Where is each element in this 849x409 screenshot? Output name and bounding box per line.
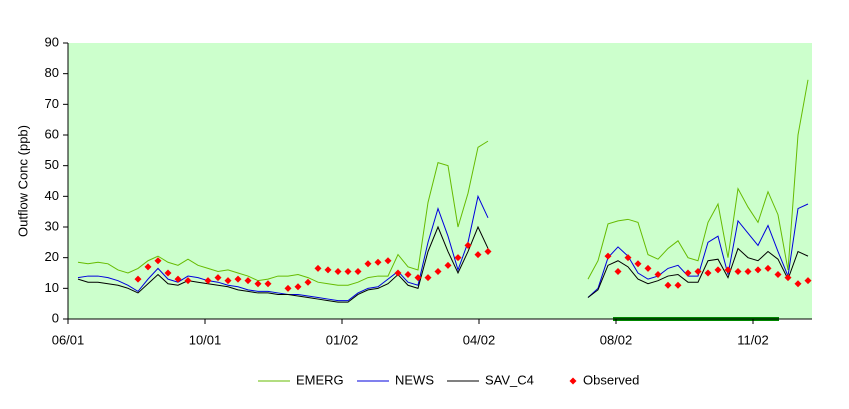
observed-point	[334, 267, 342, 275]
observed-point	[354, 267, 362, 275]
observed-point	[134, 275, 142, 283]
observed-point	[764, 264, 772, 272]
observed-point	[634, 260, 642, 268]
y-tick-label: 50	[45, 157, 59, 172]
observed-point	[464, 241, 472, 249]
observed-point	[694, 267, 702, 275]
observed-point	[714, 266, 722, 274]
x-tick-label: 10/01	[189, 332, 222, 347]
observed-point	[294, 283, 302, 291]
observed-point	[244, 277, 252, 285]
observed-point	[284, 284, 292, 292]
observed-point	[314, 264, 322, 272]
x-tick-label: 11/02	[737, 332, 769, 347]
observed-point	[784, 274, 792, 282]
legend-label: EMERG	[296, 372, 344, 387]
observed-point	[324, 266, 332, 274]
observed-point	[204, 277, 212, 285]
observed-point	[804, 277, 812, 285]
observed-point	[214, 274, 222, 282]
observed-point	[164, 269, 172, 277]
observed-point	[144, 263, 152, 271]
observed-point	[364, 260, 372, 268]
observed-point	[224, 277, 232, 285]
y-tick-label: 90	[45, 34, 59, 49]
legend-label: NEWS	[395, 372, 434, 387]
observed-point	[234, 275, 242, 283]
legend-marker	[569, 377, 577, 385]
series-line	[77, 79, 809, 286]
observed-point	[614, 267, 622, 275]
x-tick-label: 08/02	[600, 332, 633, 347]
y-tick-label: 30	[45, 218, 59, 233]
observed-point	[744, 267, 752, 275]
observed-point	[424, 274, 432, 282]
observed-point	[754, 266, 762, 274]
observed-point	[374, 258, 382, 266]
y-tick-label: 20	[45, 249, 59, 264]
observed-point	[384, 257, 392, 265]
y-tick-label: 60	[45, 126, 59, 141]
y-tick-label: 40	[45, 188, 59, 203]
observed-point	[404, 271, 412, 279]
observed-point	[444, 261, 452, 269]
observed-point	[724, 266, 732, 274]
observed-point	[654, 271, 662, 279]
observed-point	[734, 267, 742, 275]
y-tick-label: 80	[45, 65, 59, 80]
observed-point	[154, 257, 162, 265]
legend-label: Observed	[583, 372, 639, 387]
observed-point	[664, 281, 672, 289]
observed-point	[454, 254, 462, 262]
observed-point	[474, 251, 482, 259]
y-tick-label: 70	[45, 96, 59, 111]
y-tick-label: 0	[52, 310, 59, 325]
observed-point	[674, 281, 682, 289]
observed-point	[704, 269, 712, 277]
observed-point	[264, 280, 272, 288]
observed-point	[174, 275, 182, 283]
observed-point	[794, 280, 802, 288]
series-line	[77, 225, 809, 303]
legend-label: SAV_C4	[485, 372, 534, 387]
observed-point	[484, 248, 492, 256]
observed-point	[774, 271, 782, 279]
x-tick-label: 06/01	[52, 332, 85, 347]
observed-point	[254, 280, 262, 288]
x-tick-label: 01/02	[326, 332, 359, 347]
observed-point	[184, 277, 192, 285]
observed-point	[644, 264, 652, 272]
observed-point	[394, 269, 402, 277]
observed-point	[304, 278, 312, 286]
y-axis-title: Outflow Conc (ppb)	[15, 125, 30, 237]
y-tick-label: 10	[45, 280, 59, 295]
observed-point	[684, 269, 692, 277]
observed-point	[414, 274, 422, 282]
x-tick-label: 04/02	[463, 332, 496, 347]
observed-point	[344, 267, 352, 275]
observed-point	[434, 267, 442, 275]
observed-point	[624, 254, 632, 262]
observed-point	[604, 252, 612, 260]
